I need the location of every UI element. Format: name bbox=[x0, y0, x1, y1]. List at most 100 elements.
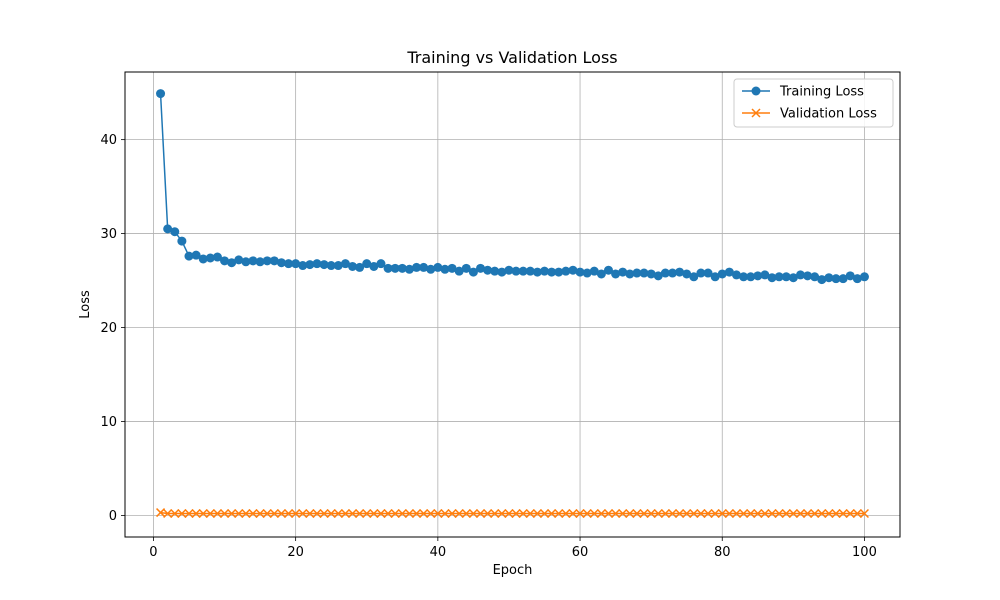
data-point bbox=[163, 224, 173, 234]
data-point bbox=[582, 508, 592, 519]
data-point bbox=[234, 508, 244, 519]
data-point bbox=[852, 508, 862, 519]
series-training-loss bbox=[156, 89, 869, 285]
data-point bbox=[276, 508, 286, 519]
data-point bbox=[831, 274, 841, 284]
data-point bbox=[291, 508, 301, 519]
data-point bbox=[845, 508, 855, 519]
data-point bbox=[568, 508, 578, 519]
data-point bbox=[824, 273, 834, 283]
data-point bbox=[298, 261, 308, 271]
data-point bbox=[476, 263, 486, 273]
data-point bbox=[753, 508, 763, 519]
data-point bbox=[184, 508, 194, 519]
data-point bbox=[710, 508, 720, 519]
data-point bbox=[710, 272, 720, 282]
data-point bbox=[774, 272, 784, 282]
data-point bbox=[539, 508, 550, 519]
data-point bbox=[170, 227, 180, 237]
data-point bbox=[603, 508, 614, 519]
data-point bbox=[532, 267, 542, 277]
data-point bbox=[696, 508, 706, 519]
data-point bbox=[234, 255, 244, 265]
data-point bbox=[803, 508, 813, 519]
data-point bbox=[298, 508, 308, 519]
legend-marker bbox=[751, 86, 761, 96]
data-point bbox=[212, 508, 222, 519]
data-point bbox=[632, 268, 642, 278]
data-point bbox=[390, 263, 400, 273]
data-point bbox=[191, 250, 201, 260]
data-point bbox=[269, 256, 279, 266]
data-point bbox=[461, 508, 471, 519]
data-point bbox=[831, 508, 841, 519]
legend: Training Loss Validation Loss bbox=[733, 78, 894, 128]
data-point bbox=[852, 274, 862, 284]
data-point bbox=[859, 272, 869, 282]
data-point bbox=[845, 271, 855, 281]
data-point bbox=[660, 508, 670, 519]
data-point bbox=[248, 508, 258, 519]
data-point bbox=[319, 508, 329, 519]
data-point bbox=[667, 508, 678, 519]
data-point bbox=[220, 256, 230, 266]
data-point bbox=[412, 262, 422, 272]
data-point bbox=[618, 267, 628, 277]
data-point bbox=[660, 268, 670, 278]
data-point bbox=[369, 508, 379, 519]
data-point bbox=[184, 251, 194, 261]
data-point bbox=[340, 259, 350, 269]
data-point bbox=[817, 275, 827, 285]
data-point bbox=[547, 508, 557, 519]
data-point bbox=[653, 508, 663, 519]
data-point bbox=[596, 508, 606, 519]
data-point bbox=[568, 265, 578, 275]
data-point bbox=[390, 508, 400, 519]
data-point bbox=[859, 508, 869, 519]
data-point bbox=[383, 263, 393, 273]
data-point bbox=[163, 508, 173, 519]
data-point bbox=[156, 508, 166, 518]
data-point bbox=[447, 508, 457, 519]
data-point bbox=[468, 508, 478, 519]
data-point bbox=[667, 268, 677, 278]
chart-title: Training vs Validation Loss bbox=[406, 48, 617, 67]
x-tick-label: 100 bbox=[852, 545, 877, 560]
data-point bbox=[355, 508, 365, 519]
data-point bbox=[426, 264, 436, 274]
legend-marker bbox=[751, 108, 761, 118]
x-tick-label: 20 bbox=[287, 545, 304, 560]
data-point bbox=[461, 263, 471, 273]
data-point bbox=[554, 508, 564, 519]
data-point bbox=[603, 265, 613, 275]
data-point bbox=[596, 269, 606, 279]
data-point bbox=[788, 508, 798, 519]
data-point bbox=[547, 267, 557, 277]
data-point bbox=[724, 267, 734, 277]
data-point bbox=[731, 270, 741, 280]
data-point bbox=[269, 508, 279, 519]
data-point bbox=[340, 508, 350, 519]
data-point bbox=[205, 253, 215, 263]
data-point bbox=[433, 262, 443, 272]
data-point bbox=[440, 508, 450, 519]
data-point bbox=[618, 508, 628, 519]
data-point bbox=[440, 264, 450, 274]
data-point bbox=[554, 267, 564, 277]
data-point bbox=[326, 261, 336, 271]
data-point bbox=[675, 267, 685, 277]
data-point bbox=[803, 271, 813, 281]
data-point bbox=[198, 254, 208, 264]
data-point bbox=[781, 508, 791, 519]
data-point bbox=[483, 508, 493, 519]
y-tick-label: 40 bbox=[100, 133, 117, 148]
data-point bbox=[646, 508, 656, 519]
ticks: 0 20 40 60 80 100 0 10 20 30 40 bbox=[100, 133, 876, 560]
data-point bbox=[639, 508, 649, 519]
data-point bbox=[575, 508, 585, 519]
data-point bbox=[333, 508, 343, 519]
data-point bbox=[411, 508, 422, 519]
data-point bbox=[419, 262, 429, 272]
data-point bbox=[504, 508, 514, 519]
